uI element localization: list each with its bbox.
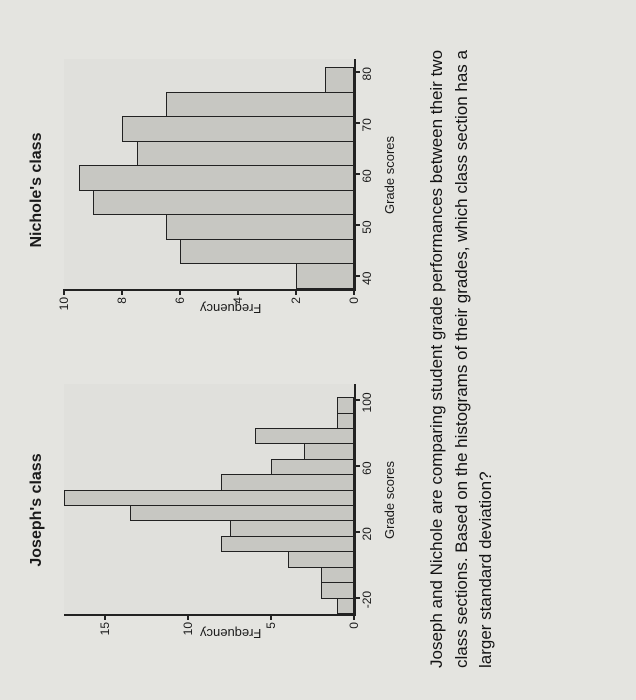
histogram-bar — [288, 551, 354, 567]
y-tick-label: 10 — [181, 622, 195, 635]
y-tick-label: 10 — [57, 297, 71, 310]
question-text: Joseph and Nichole are comparing student… — [425, 30, 499, 670]
histogram-bar — [321, 582, 354, 598]
nichole-y-axis: 1086420 — [64, 291, 354, 297]
histogram-bar — [93, 190, 354, 216]
histogram-bar — [166, 214, 355, 240]
histogram-bar — [230, 520, 354, 536]
joseph-chart: Frequency 151050 -202060100 Grade scores — [64, 359, 397, 666]
histogram-bar — [221, 536, 354, 552]
histogram-bar — [122, 116, 354, 142]
histogram-bar — [325, 67, 354, 93]
joseph-plot-area — [64, 384, 356, 616]
y-tick-label: 8 — [115, 297, 129, 304]
histogram-bar — [337, 397, 354, 413]
histogram-bar — [271, 459, 354, 475]
joseph-title: Joseph's class — [28, 356, 46, 663]
nichole-title: Nichole's class — [28, 36, 46, 343]
y-tick-label: 5 — [264, 622, 278, 629]
histogram-bar — [304, 443, 354, 459]
histogram-bar — [64, 490, 354, 506]
x-tick-label: 40 — [360, 272, 374, 285]
histogram-bar — [137, 141, 355, 167]
y-tick-label: 6 — [173, 297, 187, 304]
document-page: Joseph's class Nichole's class Frequency… — [0, 0, 636, 700]
x-tick-label: 60 — [360, 461, 374, 474]
x-axis-label: Grade scores — [382, 384, 397, 616]
histogram-bar — [221, 474, 354, 490]
histogram-bar — [337, 413, 354, 429]
y-tick-label: 0 — [347, 622, 361, 629]
histogram-bar — [296, 263, 354, 289]
histogram-bar — [337, 598, 354, 614]
histogram-bar — [321, 567, 354, 583]
y-tick-label: 2 — [289, 297, 303, 304]
histogram-bar — [130, 505, 354, 521]
x-tick-label: 70 — [360, 118, 374, 131]
histogram-bar — [255, 428, 354, 444]
joseph-x-axis: -20 20 60 100 — [360, 386, 376, 616]
nichole-x-axis: 40 50 60 70 80 — [360, 61, 376, 291]
nichole-chart-frame: Frequency 1086420 4050607080 Grade score… — [64, 59, 397, 316]
x-tick-label: 50 — [360, 220, 374, 233]
y-tick-label: 15 — [98, 622, 112, 635]
joseph-y-axis: 151050 — [64, 616, 354, 622]
nichole-chart: Frequency 1086420 4050607080 Grade score… — [64, 34, 397, 341]
histogram-bar — [79, 165, 355, 191]
page-root: Joseph's class Nichole's class Frequency… — [0, 0, 636, 700]
joseph-chart-frame: Frequency 151050 -202060100 Grade scores — [64, 384, 397, 641]
x-tick-label: 100 — [360, 392, 374, 412]
x-tick-label: -20 — [360, 591, 374, 608]
charts-row: Frequency 151050 -202060100 Grade scores… — [64, 30, 397, 670]
x-tick-label: 20 — [360, 527, 374, 540]
x-tick-label: 80 — [360, 67, 374, 80]
chart-titles-row: Joseph's class Nichole's class — [28, 30, 46, 670]
x-axis-label: Grade scores — [382, 59, 397, 291]
nichole-plot-area — [64, 59, 356, 291]
x-tick-label: 60 — [360, 169, 374, 182]
histogram-bar — [166, 92, 355, 118]
y-tick-label: 4 — [231, 297, 245, 304]
histogram-bar — [180, 239, 354, 265]
y-tick-label: 0 — [347, 297, 361, 304]
y-axis-label: Frequency — [200, 626, 261, 641]
